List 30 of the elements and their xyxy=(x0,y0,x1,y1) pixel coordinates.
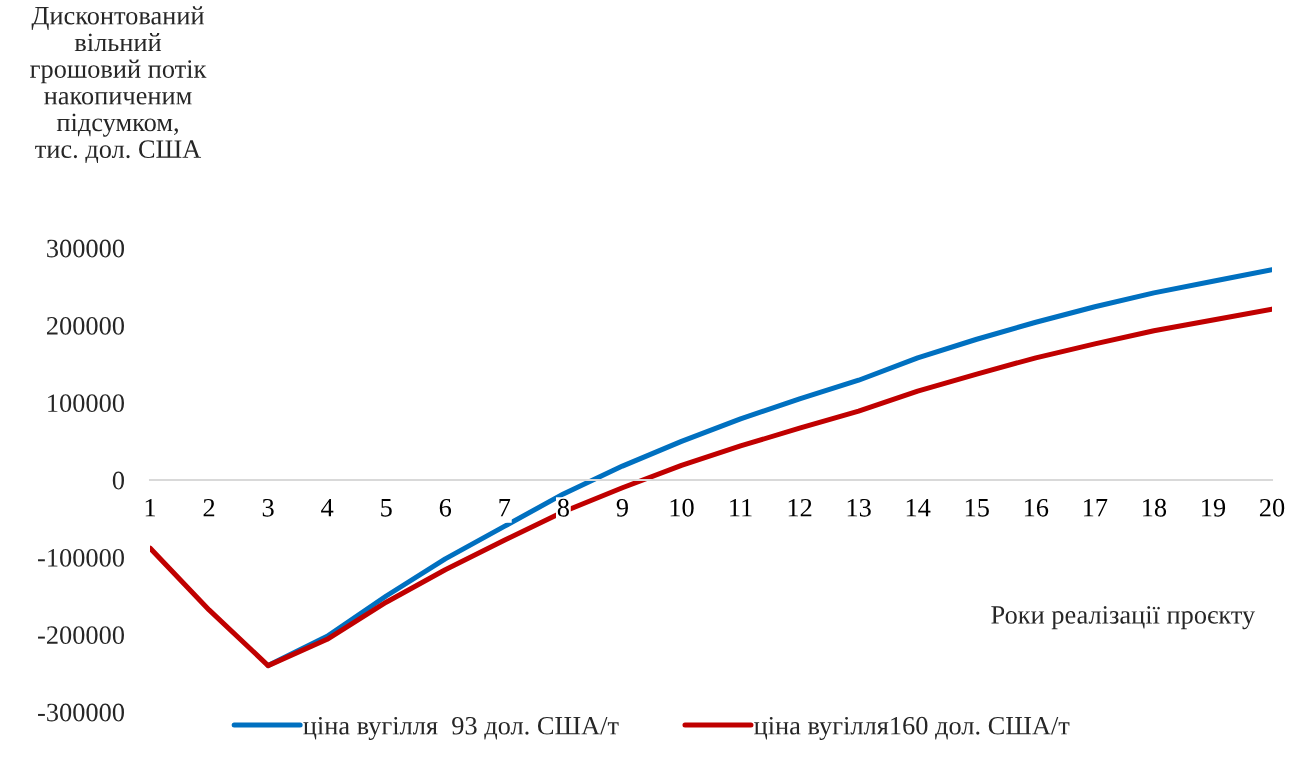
y-tick-label: 0 xyxy=(112,471,124,490)
x-tick-label: 10 xyxy=(670,498,694,517)
x-tick-label: 7 xyxy=(499,499,511,517)
x-tick-label: 4 xyxy=(321,499,334,517)
x-tick-label: 16 xyxy=(1024,498,1049,517)
y-tick-label: 200000 xyxy=(46,316,124,335)
x-tick-label: 17 xyxy=(1083,498,1108,517)
x-tick-label: 3 xyxy=(262,498,274,517)
y-tick-label: 300000 xyxy=(47,239,124,258)
legend-label: ціна вугілля 93 дол. США/т xyxy=(303,716,619,741)
x-tick-label: 15 xyxy=(965,498,989,517)
y-tick-label: -300000 xyxy=(38,703,124,722)
y-tick-label: -100000 xyxy=(38,548,124,567)
x-tick-label: 14 xyxy=(906,498,931,517)
x-tick-label: 11 xyxy=(730,498,752,517)
x-tick-label: 12 xyxy=(788,498,812,517)
x-tick-label: 2 xyxy=(203,498,215,517)
legend-label: ціна вугілля160 дол. США/т xyxy=(754,716,1070,741)
y-axis-title: Дисконтований вільний грошовий потік накопиченим підсумком, тис. дол. США xyxy=(30,6,207,163)
x-tick-label: 5 xyxy=(381,499,392,517)
x-tick-label: 19 xyxy=(1202,498,1226,517)
x-axis-title: Роки реалізації проєкту xyxy=(991,606,1256,630)
x-tick-label: 18 xyxy=(1143,498,1167,517)
y-tick-label: 100000 xyxy=(48,394,124,413)
x-tick-label: 1 xyxy=(145,498,156,517)
x-tick-label: 6 xyxy=(439,498,452,517)
x-tick-label: 9 xyxy=(616,498,628,517)
y-tick-label: -200000 xyxy=(38,626,124,645)
x-tick-label: 20 xyxy=(1259,498,1285,517)
x-tick-label: 13 xyxy=(847,498,871,517)
